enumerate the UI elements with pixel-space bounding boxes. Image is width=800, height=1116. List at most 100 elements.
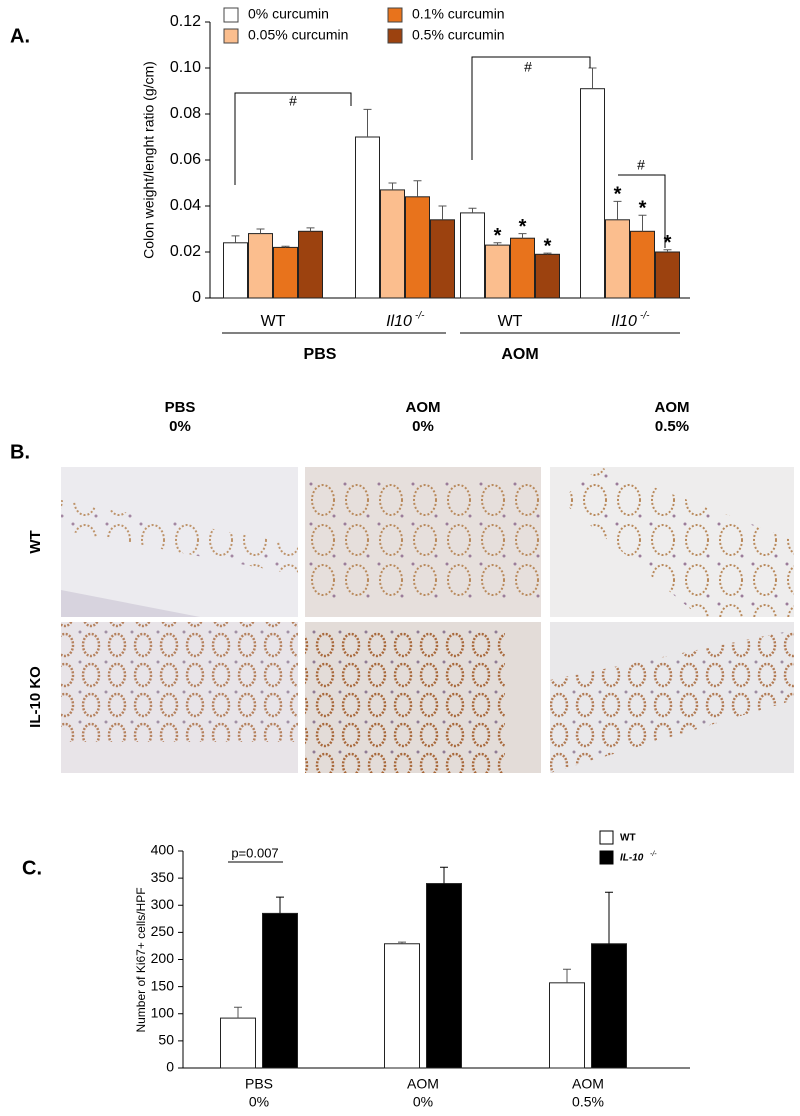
tissue: [560, 467, 794, 617]
bar: [605, 219, 630, 299]
tissue: [550, 630, 794, 773]
x-tick-superscript: -/-: [640, 311, 650, 322]
annotation: #: [524, 59, 532, 75]
y-tick-label: 250: [151, 923, 175, 939]
bar: [655, 251, 680, 299]
legend-label: 0.1% curcumin: [412, 6, 505, 22]
error-bar: [413, 180, 422, 197]
error-bar: [276, 896, 284, 914]
x-tick-label: AOM: [407, 1076, 439, 1092]
bar: [630, 230, 655, 299]
error-bar: [256, 228, 265, 234]
significance-bracket: [234, 92, 352, 185]
annotation: p=0.007: [231, 845, 278, 860]
y-tick-label: 100: [151, 1004, 175, 1020]
error-bar: [613, 200, 622, 220]
significance-bracket: [471, 56, 591, 160]
legend-label: WT: [620, 833, 636, 844]
bar: [223, 242, 248, 299]
y-tick-label: 50: [158, 1032, 174, 1048]
column-header: 0.5%: [655, 418, 689, 435]
annotation: *: [664, 232, 672, 254]
error-bar: [588, 67, 597, 89]
bar: [591, 943, 627, 1069]
error-bar: [543, 252, 552, 255]
x-tick-label: WT: [261, 313, 286, 330]
bar: [485, 244, 510, 299]
error-bar: [440, 866, 448, 884]
error-bar: [398, 941, 406, 944]
error-bar: [468, 207, 477, 213]
x-tick-label: Il10: [611, 313, 637, 330]
panel-label: A.: [10, 25, 30, 47]
column-header: PBS: [165, 399, 196, 416]
group-label: PBS: [304, 346, 337, 363]
bar: [273, 246, 298, 299]
y-tick-label: 0.06: [170, 151, 201, 168]
error-bar: [388, 182, 397, 190]
significance-bracket: [618, 174, 666, 248]
annotation: #: [289, 93, 297, 109]
error-bar: [638, 214, 647, 232]
bar: [580, 88, 605, 299]
annotation: *: [494, 225, 502, 247]
y-axis-label: Number of Ki67+ cells/HPF: [134, 887, 148, 1032]
y-tick-label: 200: [151, 950, 175, 966]
x-tick-sublabel: 0.5%: [572, 1094, 604, 1110]
bar: [355, 136, 380, 299]
tissue: [61, 590, 200, 617]
legend-superscript: -/-: [650, 851, 657, 858]
x-tick-sublabel: 0%: [249, 1094, 269, 1110]
bar: [298, 230, 323, 299]
panel-label: C.: [22, 857, 42, 879]
legend-swatch: [223, 28, 239, 44]
y-tick-label: 0: [192, 289, 201, 306]
x-tick-label: Il10: [386, 313, 412, 330]
x-tick-label: AOM: [572, 1076, 604, 1092]
bar: [405, 196, 430, 299]
error-bar: [363, 108, 372, 137]
legend-swatch: [599, 850, 614, 865]
column-header: AOM: [655, 399, 690, 416]
bar: [426, 883, 462, 1069]
legend-swatch: [387, 7, 403, 23]
bar: [220, 1017, 256, 1069]
y-axis-label: Colon weight/lenght ratio (g/cm): [141, 61, 157, 259]
legend-label: 0.05% curcumin: [248, 27, 348, 43]
x-tick-label: PBS: [245, 1076, 273, 1092]
micrographs: [61, 467, 794, 773]
y-tick-label: 0.08: [170, 105, 201, 122]
column-header: 0%: [169, 418, 191, 435]
annotation: *: [639, 197, 647, 219]
group-label: AOM: [501, 346, 538, 363]
x-tick-superscript: -/-: [415, 311, 425, 322]
tissue: [305, 630, 505, 773]
y-tick-label: 0.10: [170, 59, 201, 76]
x-tick-sublabel: 0%: [413, 1094, 433, 1110]
y-tick-label: 400: [151, 842, 175, 858]
bar: [248, 233, 273, 299]
annotation: #: [637, 157, 645, 173]
bar: [510, 237, 535, 299]
y-tick-label: 0.12: [170, 13, 201, 30]
bar: [549, 982, 585, 1069]
legend-swatch: [387, 28, 403, 44]
legend-label: IL-10: [620, 853, 644, 864]
error-bar: [563, 968, 571, 983]
legend-swatch: [223, 7, 239, 23]
y-tick-label: 0: [166, 1059, 174, 1075]
error-bar: [234, 1006, 242, 1019]
annotation: *: [544, 235, 552, 257]
error-bar: [231, 235, 240, 243]
column-header: AOM: [406, 399, 441, 416]
row-label: WT: [27, 530, 44, 553]
row-label: IL-10 KO: [27, 666, 44, 728]
y-tick-label: 150: [151, 977, 175, 993]
bar: [535, 253, 560, 299]
legend-label: 0.5% curcumin: [412, 27, 505, 43]
error-bar: [306, 227, 315, 232]
error-bar: [493, 242, 502, 246]
panel-label: B.: [10, 441, 30, 463]
annotation: *: [614, 184, 622, 206]
